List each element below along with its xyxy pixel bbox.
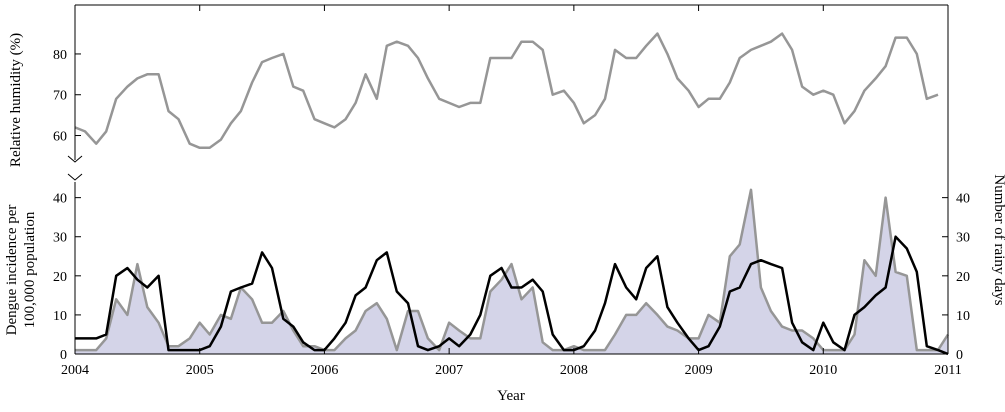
dengue-y-tick-label: 40 xyxy=(53,192,67,207)
relative-humidity-line xyxy=(74,32,939,150)
dengue-y-tick-label: 30 xyxy=(53,231,67,246)
year-tick-label: 2006 xyxy=(310,363,338,378)
humidity-y-tick-label: 70 xyxy=(53,89,67,104)
rainy-days-y-tick-label: 10 xyxy=(956,309,970,324)
year-tick-label: 2008 xyxy=(560,363,588,378)
right-y-axis-title: Number of rainy days xyxy=(991,174,1005,305)
top-y-axis-title: Relative humidity (%) xyxy=(8,33,24,167)
rainy-days-y-tick-label: 20 xyxy=(956,270,970,285)
dengue-y-tick-label: 20 xyxy=(53,270,67,285)
rainy-days-y-tick-label: 0 xyxy=(956,348,963,363)
dengue-incidence-line xyxy=(75,188,950,352)
rainy-days-line xyxy=(75,235,949,356)
axis-break-mark xyxy=(67,155,83,181)
humidity-panel xyxy=(74,32,939,150)
rainy-days-y-tick-label: 40 xyxy=(956,192,970,207)
humidity-y-tick-label: 60 xyxy=(53,130,67,145)
year-tick-label: 2010 xyxy=(809,363,837,378)
rainy-days-y-tick-label: 30 xyxy=(956,231,970,246)
year-tick-label: 2007 xyxy=(435,363,463,378)
axes-layer: 60 70 80 0 10 20 30 40 0 10 20 30 40 2004 2005 2006 2007… xyxy=(53,4,970,378)
x-axis-title: Year xyxy=(497,388,525,404)
dengue-y-tick-label: 0 xyxy=(60,348,67,363)
year-tick-label: 2011 xyxy=(934,363,961,378)
year-tick-label: 2009 xyxy=(685,363,713,378)
dengue-rainfall-panel xyxy=(75,188,950,356)
year-tick-label: 2005 xyxy=(186,363,214,378)
bottom-y-axis-title-line-1: Dengue incidence per xyxy=(4,205,20,336)
dengue-incidence-area xyxy=(75,189,948,354)
dengue-y-tick-label: 10 xyxy=(53,309,67,324)
humidity-y-tick-label: 80 xyxy=(53,48,67,63)
year-tick-label: 2004 xyxy=(61,363,89,378)
bottom-y-axis-title-line-2: 100,000 population xyxy=(22,211,38,328)
